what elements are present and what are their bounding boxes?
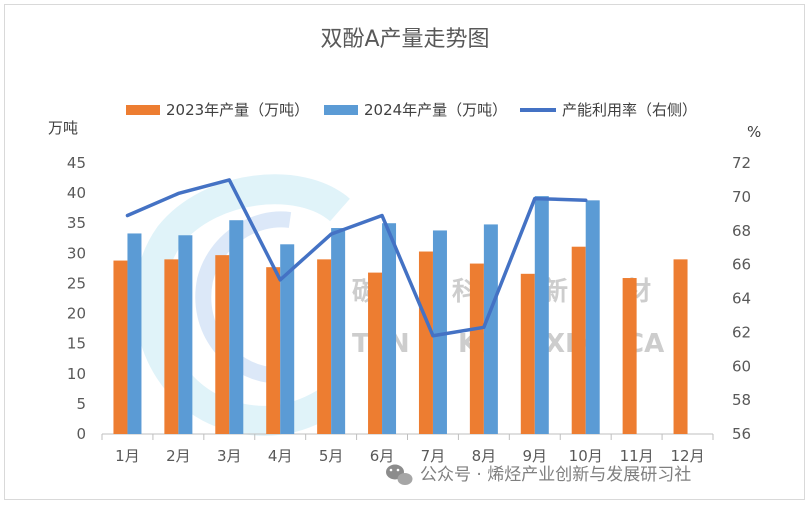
- x-tick-label: 9月: [523, 447, 548, 465]
- y-right-tick-label: 58: [732, 391, 751, 409]
- right-axis-unit: %: [747, 123, 761, 141]
- bar-2023-12: [673, 259, 688, 434]
- bar-2023-11: [622, 278, 637, 434]
- bar-2023-9: [520, 273, 535, 434]
- bar-2024-9: [534, 196, 549, 434]
- y-right-tick-label: 72: [732, 154, 751, 172]
- y-right-tick-label: 60: [732, 357, 751, 375]
- y-right-tick-label: 66: [732, 256, 751, 274]
- y-left-tick-label: 40: [67, 184, 86, 202]
- x-tick-label: 11月: [620, 447, 654, 465]
- y-right-tick-label: 68: [732, 222, 751, 240]
- x-tick-label: 8月: [472, 447, 497, 465]
- x-tick-label: 4月: [268, 447, 293, 465]
- y-left-tick-label: 5: [76, 395, 86, 413]
- utilization-point-1: [125, 214, 129, 218]
- legend-label-2024: 2024年产量（万吨）: [364, 101, 507, 119]
- utilization-point-6: [380, 214, 384, 218]
- left-axis-unit: 万吨: [48, 119, 78, 137]
- legend: 2023年产量（万吨） 2024年产量（万吨） 产能利用率（右侧）: [126, 101, 697, 119]
- bar-2024-1: [127, 233, 142, 434]
- utilization-point-2: [176, 191, 180, 195]
- x-tick-label: 5月: [319, 447, 344, 465]
- y-left-tick-label: 45: [67, 154, 86, 172]
- legend-swatch-2023: [126, 105, 160, 115]
- y-left-tick-label: 35: [67, 214, 86, 232]
- bar-2024-2: [178, 235, 193, 434]
- legend-swatch-2024: [324, 105, 358, 115]
- y-right-tick-label: 56: [732, 425, 751, 443]
- x-tick-label: 7月: [421, 447, 446, 465]
- bar-2023-5: [317, 259, 332, 434]
- utilization-point-8: [482, 325, 486, 329]
- x-tick-label: 6月: [370, 447, 395, 465]
- x-tick-label: 12月: [670, 447, 704, 465]
- x-tick-label: 1月: [115, 447, 140, 465]
- bar-2023-3: [215, 255, 230, 434]
- bar-2024-4: [280, 244, 295, 434]
- bar-2024-3: [229, 220, 244, 434]
- utilization-point-9: [533, 197, 537, 201]
- y-left-tick-label: 30: [67, 244, 86, 262]
- bar-2024-6: [382, 223, 397, 434]
- legend-label-utilization: 产能利用率（右侧）: [562, 101, 697, 119]
- bar-2023-10: [571, 246, 586, 434]
- bar-2023-4: [266, 267, 281, 434]
- utilization-point-7: [431, 334, 435, 338]
- wechat-icon: [386, 464, 413, 485]
- y-right-tick-label: 64: [732, 290, 751, 308]
- chart-title: 双酚A产量走势图: [320, 27, 489, 52]
- y-left-tick-label: 20: [67, 305, 86, 323]
- utilization-point-3: [227, 178, 231, 182]
- y-right-tick-label: 62: [732, 323, 751, 341]
- bar-2023-2: [164, 259, 179, 434]
- x-tick-label: 2月: [166, 447, 191, 465]
- footer: 公众号 · 烯烃产业创新与发展研习社: [386, 464, 691, 485]
- y-left-tick-label: 0: [76, 425, 86, 443]
- bar-2024-7: [432, 230, 447, 434]
- bar-2024-10: [585, 200, 600, 434]
- bar-2024-8: [483, 224, 498, 434]
- utilization-point-10: [584, 198, 588, 202]
- footer-text: 公众号 · 烯烃产业创新与发展研习社: [420, 465, 691, 485]
- legend-label-2023: 2023年产量（万吨）: [166, 101, 309, 119]
- bar-2024-5: [331, 228, 346, 434]
- bar-2023-7: [418, 251, 433, 434]
- y-left-tick-label: 25: [67, 274, 86, 292]
- y-left-tick-label: 10: [67, 365, 86, 383]
- x-tick-label: 10月: [569, 447, 603, 465]
- x-tick-label: 3月: [217, 447, 242, 465]
- utilization-line: [125, 178, 588, 338]
- bar-2023-1: [113, 260, 128, 434]
- utilization-point-4: [278, 278, 282, 282]
- y-right-tick-label: 70: [732, 188, 751, 206]
- utilization-point-5: [329, 232, 333, 236]
- y-left-tick-label: 15: [67, 335, 86, 353]
- bar-2023-8: [469, 263, 484, 434]
- bar-2023-6: [368, 272, 383, 434]
